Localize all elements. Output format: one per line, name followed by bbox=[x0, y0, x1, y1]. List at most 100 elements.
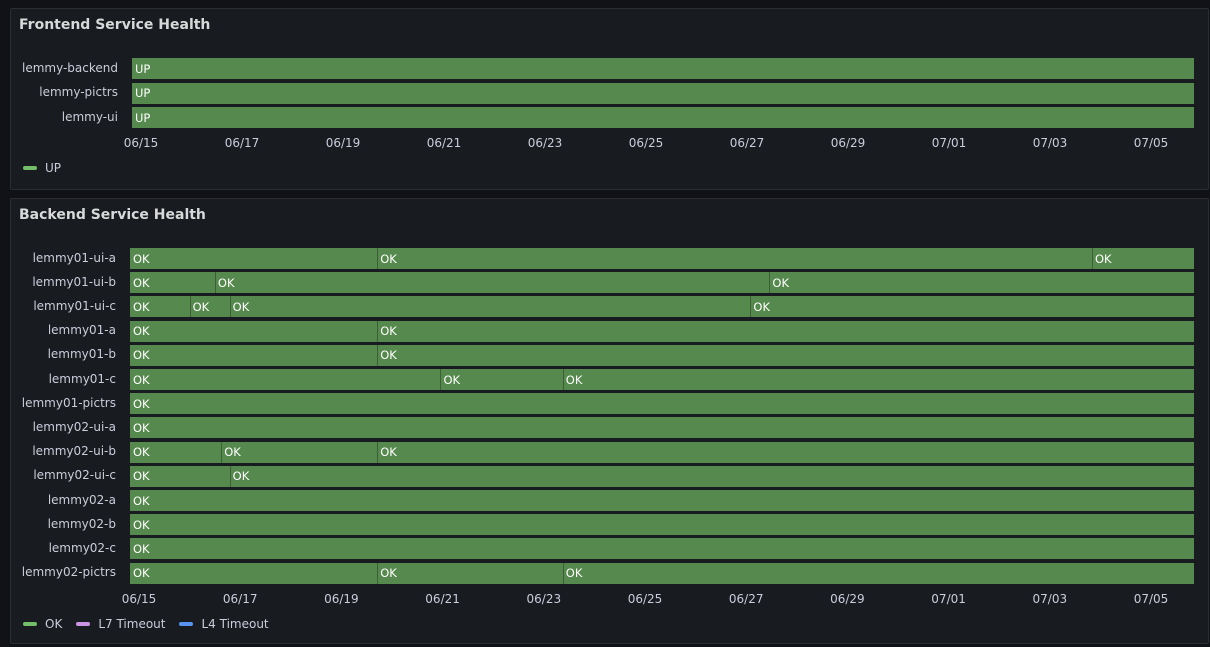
backend-service-health-panel: Backend Service Health lemmy01-ui-a OK OK O… bbox=[10, 198, 1209, 644]
x-tick-label: 06/23 bbox=[526, 592, 562, 606]
legend-item[interactable]: L7 Timeout bbox=[76, 617, 165, 631]
segment-state-label: OK bbox=[133, 372, 150, 387]
segment-state-label: OK bbox=[380, 324, 397, 339]
segment-state-label: OK bbox=[133, 275, 150, 290]
x-tick-label: 07/03 bbox=[1032, 592, 1068, 606]
x-tick-label: 06/17 bbox=[224, 136, 260, 150]
state-lane[interactable]: OK bbox=[130, 514, 1194, 536]
segment-state-label: UP bbox=[135, 61, 151, 76]
x-tick-label: 06/15 bbox=[121, 592, 157, 606]
x-tick-label: 06/25 bbox=[628, 136, 664, 150]
segment-boundary bbox=[1091, 248, 1093, 269]
segment-state-label: OK bbox=[380, 348, 397, 363]
panel-title: Frontend Service Health bbox=[19, 17, 211, 33]
segment-state-label: OK bbox=[224, 445, 241, 460]
row-label: lemmy01-pictrs bbox=[21, 395, 116, 410]
x-tick-label: 06/23 bbox=[527, 136, 563, 150]
legend-swatch bbox=[76, 622, 91, 626]
x-tick-label: 07/01 bbox=[931, 592, 966, 606]
segment-state-label: OK bbox=[217, 275, 235, 290]
state-lane[interactable]: OK OK OK OK bbox=[130, 296, 1194, 318]
legend-item[interactable]: L4 Timeout bbox=[179, 617, 269, 631]
segment-state-label: OK bbox=[133, 541, 150, 556]
state-lane[interactable]: OK OK bbox=[130, 320, 1194, 342]
legend-label: UP bbox=[45, 161, 62, 175]
row-label: lemmy02-ui-c bbox=[33, 468, 116, 483]
row-label: lemmy02-b bbox=[47, 516, 116, 531]
segment-state-label: OK bbox=[753, 299, 770, 314]
row-label: lemmy02-pictrs bbox=[21, 565, 116, 580]
segment-state-label: OK bbox=[1094, 251, 1112, 266]
state-lane[interactable]: OK OK bbox=[130, 465, 1194, 487]
segment-state-label: OK bbox=[133, 324, 150, 339]
panel-title: Backend Service Health bbox=[19, 207, 206, 223]
state-lane[interactable]: OK OK OK bbox=[130, 562, 1194, 584]
state-lane[interactable]: UP bbox=[132, 82, 1194, 104]
segment-state-label: OK bbox=[133, 566, 150, 581]
segment-state-label: OK bbox=[133, 493, 150, 508]
x-tick-label: 06/21 bbox=[425, 592, 460, 606]
x-tick-label: 06/15 bbox=[123, 136, 159, 150]
x-tick-label: 06/19 bbox=[324, 592, 359, 606]
segment-state-label: OK bbox=[133, 420, 150, 435]
state-lane[interactable]: OK OK OK bbox=[130, 272, 1194, 294]
segment-state-label: OK bbox=[232, 299, 250, 314]
legend-label: OK bbox=[45, 617, 63, 631]
segment-state-label: OK bbox=[133, 517, 150, 532]
x-tick-label: 06/25 bbox=[627, 592, 663, 606]
segment-state-label: OK bbox=[133, 445, 150, 460]
state-lane[interactable]: OK bbox=[130, 393, 1194, 415]
segment-boundary bbox=[769, 272, 771, 294]
state-lane[interactable]: OK OK OK bbox=[130, 248, 1194, 269]
legend-item[interactable]: OK bbox=[23, 617, 62, 631]
legend-label: L7 Timeout bbox=[98, 617, 166, 631]
segment-state-label: OK bbox=[232, 469, 250, 484]
segment-state-label: OK bbox=[772, 275, 789, 290]
segment-state-label: OK bbox=[133, 396, 150, 411]
segment-state-label: OK bbox=[380, 566, 397, 581]
segment-boundary bbox=[377, 248, 379, 269]
x-tick-label: 06/29 bbox=[830, 592, 865, 606]
segment-boundary bbox=[214, 272, 216, 294]
state-lane[interactable]: OK OK bbox=[130, 344, 1194, 366]
state-lane[interactable]: OK bbox=[130, 417, 1194, 439]
segment-boundary bbox=[377, 441, 379, 463]
x-tick-label: 06/21 bbox=[426, 136, 462, 150]
segment-boundary bbox=[229, 296, 231, 318]
row-label: lemmy01-ui-b bbox=[32, 274, 116, 289]
segment-boundary bbox=[562, 369, 564, 390]
row-label: lemmy-backend bbox=[21, 60, 118, 75]
segment-state-label: UP bbox=[135, 86, 151, 100]
x-tick-label: 06/19 bbox=[325, 136, 361, 150]
legend-swatch bbox=[179, 622, 194, 626]
legend-item[interactable]: UP bbox=[23, 161, 61, 175]
state-lane[interactable]: OK OK OK bbox=[130, 369, 1194, 390]
x-tick-label: 06/17 bbox=[222, 592, 258, 606]
legend-label: L4 Timeout bbox=[201, 617, 269, 631]
frontend-service-health-panel: Frontend Service Health lemmy-backend UP l… bbox=[10, 8, 1209, 190]
segment-boundary bbox=[750, 296, 752, 318]
state-lane[interactable]: OK bbox=[130, 490, 1194, 511]
segment-boundary bbox=[377, 320, 379, 342]
segment-state-label: UP bbox=[135, 110, 151, 125]
x-tick-label: 07/01 bbox=[931, 136, 967, 150]
x-tick-label: 06/29 bbox=[830, 136, 866, 150]
legend: OK L7 Timeout L4 Timeout bbox=[23, 617, 283, 631]
row-label: lemmy02-c bbox=[48, 540, 116, 555]
row-label: lemmy-pictrs bbox=[39, 85, 118, 99]
row-label: lemmy02-ui-a bbox=[32, 419, 116, 434]
segment-state-label: OK bbox=[380, 251, 397, 266]
state-lane[interactable]: UP bbox=[132, 58, 1194, 79]
legend-swatch bbox=[23, 622, 37, 626]
segment-state-label: OK bbox=[133, 251, 150, 266]
segment-boundary bbox=[221, 441, 223, 463]
x-tick-label: 06/27 bbox=[728, 592, 764, 606]
x-tick-label: 07/05 bbox=[1133, 592, 1169, 606]
row-label: lemmy01-ui-a bbox=[32, 250, 116, 265]
segment-state-label: OK bbox=[133, 299, 150, 314]
state-lane[interactable]: OK OK OK bbox=[130, 441, 1194, 463]
state-lane[interactable]: OK bbox=[130, 538, 1194, 560]
segment-boundary bbox=[229, 465, 231, 487]
segment-state-label: OK bbox=[192, 299, 210, 314]
state-lane[interactable]: UP bbox=[132, 107, 1194, 128]
